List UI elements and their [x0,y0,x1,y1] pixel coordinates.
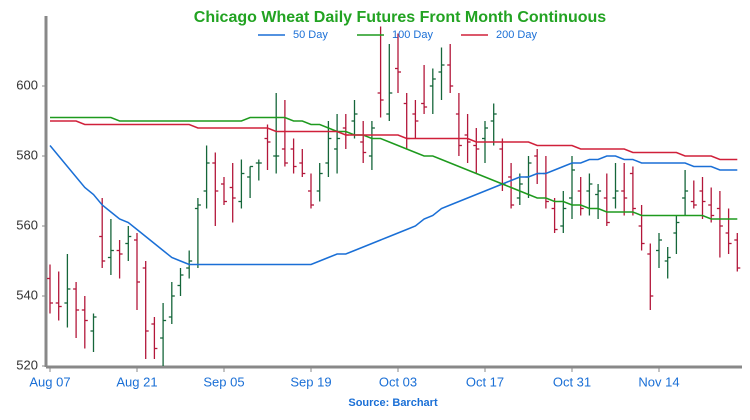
chart-title: Chicago Wheat Daily Futures Front Month … [194,9,607,26]
legend-label: 50 Day [293,29,328,41]
x-tick-label: Sep 19 [290,374,331,389]
x-tick-label: Aug 07 [29,374,70,389]
legend-label: 200 Day [496,29,537,41]
moving-average-line [49,145,738,266]
x-tick-label: Sep 05 [203,374,244,389]
y-tick-label: 520 [16,357,38,372]
moving-average-line [50,120,738,161]
x-tick-label: Aug 21 [116,374,157,389]
y-tick-label: 540 [16,287,38,302]
y-tick-label: 600 [16,77,38,92]
source: Source: Barchart [348,397,438,409]
y-tick-label: 560 [16,217,38,232]
x-tick-label: Oct 17 [466,374,504,389]
x-tick-label: Oct 03 [379,374,417,389]
y-tick-label: 580 [16,147,38,162]
x-tick-label: Nov 14 [638,374,679,389]
legend-label: 100 Day [392,29,433,41]
x-tick-label: Oct 31 [553,374,591,389]
moving-average-line [50,116,738,220]
